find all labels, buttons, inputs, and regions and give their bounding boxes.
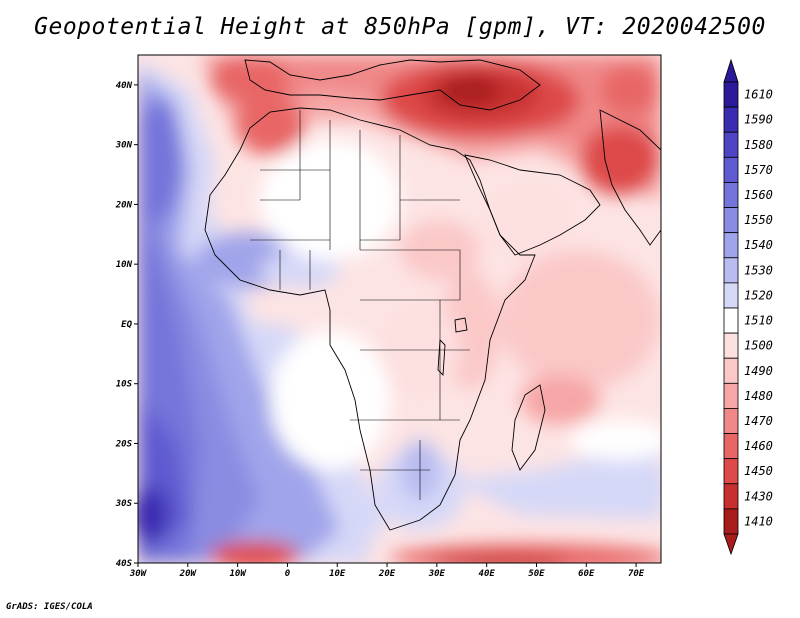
lat-tick-label: 20S bbox=[115, 439, 133, 449]
colorbar-label: 1570 bbox=[744, 163, 773, 177]
colorbar-label: 1550 bbox=[744, 213, 773, 227]
colorbar-swatch bbox=[723, 357, 739, 384]
europe-coastline bbox=[244, 59, 541, 111]
colorbar-label: 1500 bbox=[744, 339, 773, 353]
colorbar-label: 1450 bbox=[744, 464, 773, 478]
madagascar-coastline bbox=[511, 384, 546, 471]
colorbar-label: 1430 bbox=[744, 489, 773, 503]
lat-tick-label: 40S bbox=[116, 559, 133, 569]
lon-tick-label: 40E bbox=[479, 569, 496, 579]
lat-tick-label: 20N bbox=[115, 200, 133, 210]
colorbar-label: 1410 bbox=[744, 514, 773, 528]
map-title: Geopotential Height at 850hPa [gpm], VT:… bbox=[34, 14, 766, 40]
colorbar-swatch bbox=[723, 408, 739, 434]
colorbar-label: 1560 bbox=[744, 188, 773, 202]
colorbar-swatch bbox=[723, 433, 739, 460]
colorbar-label: 1510 bbox=[744, 314, 773, 328]
country-borders bbox=[250, 110, 470, 500]
arabia-coastline bbox=[464, 154, 601, 256]
grads-credit: GrADS: IGES/COLA bbox=[6, 602, 93, 612]
colorbar-swatch bbox=[723, 156, 739, 183]
coastlines bbox=[204, 59, 661, 531]
colorbar-swatch bbox=[723, 182, 739, 208]
colorbar-swatch bbox=[723, 282, 739, 309]
colorbar-label: 1490 bbox=[744, 364, 773, 378]
africa-coastline bbox=[204, 107, 536, 531]
india-coastline bbox=[599, 109, 661, 246]
lake-victoria bbox=[454, 317, 468, 333]
colorbar-swatch bbox=[723, 106, 739, 133]
colorbar-bottom-arrow bbox=[723, 533, 739, 556]
lon-tick-label: 50E bbox=[528, 569, 545, 579]
colorbar-label: 1610 bbox=[744, 88, 773, 102]
colorbar-label: 1540 bbox=[744, 238, 773, 252]
colorbar-swatch bbox=[723, 458, 739, 485]
colorbar-swatch bbox=[723, 483, 739, 510]
lon-tick-label: 10W bbox=[229, 569, 247, 579]
lon-tick-label: 20E bbox=[378, 569, 396, 579]
colorbar-label: 1460 bbox=[744, 439, 773, 453]
lon-tick-label: 20W bbox=[179, 569, 198, 579]
colorbar-label: 1580 bbox=[744, 138, 773, 152]
lat-tick-label: 40N bbox=[116, 81, 133, 91]
colorbar-label: 1530 bbox=[744, 263, 773, 277]
lon-tick-label: 10E bbox=[329, 569, 346, 579]
lat-tick-label: 30N bbox=[115, 141, 133, 151]
colorbar-label: 1470 bbox=[744, 414, 773, 428]
colorbar-label: 1480 bbox=[744, 389, 773, 403]
colorbar-label: 1590 bbox=[744, 113, 773, 127]
height-field bbox=[138, 55, 661, 563]
lon-tick-label: 30W bbox=[129, 569, 148, 579]
lon-tick-label: 70E bbox=[628, 569, 645, 579]
colorbar-top-arrow bbox=[723, 58, 739, 83]
colorbar-swatch bbox=[723, 307, 739, 334]
colorbar-swatch bbox=[723, 232, 739, 259]
colorbar-swatch bbox=[723, 257, 739, 284]
lat-tick-label: 10N bbox=[116, 260, 133, 270]
map-frame bbox=[137, 54, 662, 564]
colorbar-swatch bbox=[723, 131, 739, 158]
colorbar-swatch bbox=[723, 81, 739, 108]
lat-tick-label: EQ bbox=[121, 320, 132, 330]
colorbar-swatch bbox=[723, 207, 739, 234]
lon-tick-label: 60E bbox=[578, 569, 595, 579]
colorbar-swatch bbox=[723, 332, 739, 359]
colorbar-swatch bbox=[723, 508, 739, 535]
lat-tick-label: 10S bbox=[116, 380, 133, 390]
colorbar-label: 1520 bbox=[744, 288, 773, 302]
colorbar-swatch bbox=[723, 382, 739, 409]
lat-tick-label: 30S bbox=[115, 499, 133, 509]
lake-tanganyika bbox=[437, 338, 446, 377]
lon-tick-label: 30E bbox=[428, 569, 446, 579]
lon-tick-label: 0 bbox=[285, 569, 291, 579]
colorbar: 1610 1590 1580 1570 1560 1550 1540 1530 1520 1510… bbox=[723, 58, 773, 556]
